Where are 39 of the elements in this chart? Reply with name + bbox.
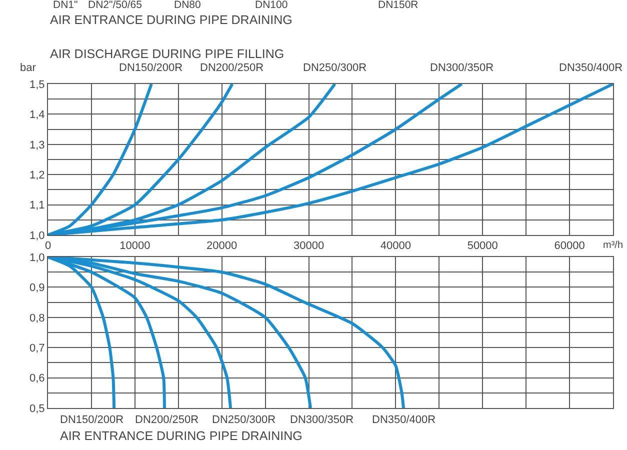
y-tick-label: 1,5 bbox=[30, 78, 45, 91]
y-axis-title: bar bbox=[20, 62, 36, 74]
series-label: DN250/300R bbox=[303, 62, 367, 74]
series-label: DN250/300R bbox=[212, 414, 276, 426]
text: DN1" bbox=[53, 0, 78, 11]
y-tick-label: 1,4 bbox=[30, 109, 45, 122]
series-label: DN350/400R bbox=[559, 62, 623, 74]
series-label: DN150/200R bbox=[60, 414, 124, 426]
x-tick-label: 0 bbox=[44, 240, 52, 252]
series-label: DN350/400R bbox=[372, 414, 436, 426]
x-tick-label: 20000 bbox=[206, 240, 238, 252]
x-tick-label: 30000 bbox=[293, 240, 324, 252]
x-axis-title: m³/h bbox=[603, 240, 623, 251]
y-tick-label: 0,8 bbox=[30, 312, 45, 324]
x-tick-label: 50000 bbox=[467, 240, 498, 252]
x-tick-label: 10000 bbox=[120, 240, 150, 252]
y-tick-label: 0,9 bbox=[30, 282, 45, 294]
series-label: DN200/250R bbox=[200, 62, 264, 74]
text: DN2"/50/65 bbox=[88, 0, 142, 11]
y-tick-label: 1,0 bbox=[30, 252, 45, 264]
y-tick-label: 0,5 bbox=[30, 402, 45, 415]
y-tick-label: 1,2 bbox=[30, 169, 45, 182]
series-label: DN150/200R bbox=[119, 62, 183, 74]
series-label: DN300/350R bbox=[290, 414, 354, 426]
y-tick-label: 1,3 bbox=[30, 139, 45, 152]
text: DN100 bbox=[255, 0, 288, 11]
y-tick-label: 0,6 bbox=[30, 372, 45, 385]
y-tick-label: 1,1 bbox=[30, 200, 45, 212]
chart-title: AIR DISCHARGE DURING PIPE FILLING bbox=[50, 47, 284, 61]
text: DN80 bbox=[174, 0, 202, 11]
y-tick-label: 0,7 bbox=[30, 342, 45, 354]
y-tick-label: 1,0 bbox=[30, 230, 45, 242]
x-tick-label: 40000 bbox=[380, 240, 411, 252]
series-label: DN200/250R bbox=[135, 414, 199, 426]
series-label: DN300/350R bbox=[430, 62, 494, 74]
text: AIR ENTRANCE DURING PIPE DRAINING bbox=[50, 13, 292, 27]
x-tick-label: 60000 bbox=[554, 240, 585, 252]
text: DN150R bbox=[378, 0, 419, 11]
x-axis-title: AIR ENTRANCE DURING PIPE DRAINING bbox=[60, 429, 302, 443]
